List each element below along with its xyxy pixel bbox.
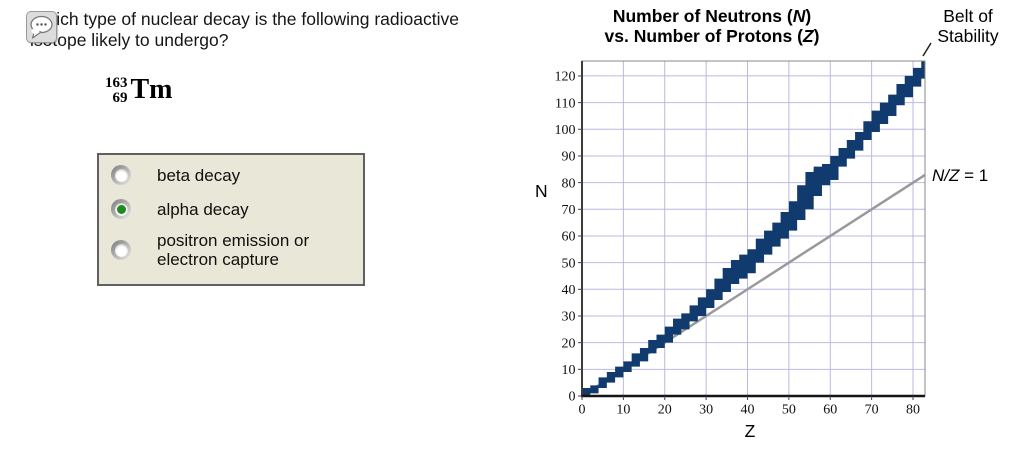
radio-button-beta-decay[interactable] bbox=[111, 165, 131, 185]
atomic-number: 69 bbox=[112, 90, 128, 106]
svg-text:50: 50 bbox=[562, 256, 576, 271]
svg-text:80: 80 bbox=[562, 176, 576, 191]
option-label[interactable]: positron emission or electron capture bbox=[157, 231, 309, 269]
radio-selected-dot bbox=[116, 204, 126, 214]
svg-text:120: 120 bbox=[555, 70, 576, 85]
isotope-numbers: 163 69 bbox=[105, 75, 128, 106]
radio-button-alpha-decay[interactable] bbox=[111, 199, 131, 219]
element-symbol: Tm bbox=[130, 74, 173, 105]
svg-text:10: 10 bbox=[616, 403, 630, 418]
speech-bubble-glyph bbox=[30, 15, 53, 39]
belt-of-stability-band bbox=[582, 61, 925, 396]
comment-bubble-icon[interactable] bbox=[26, 11, 57, 43]
svg-text:100: 100 bbox=[555, 123, 576, 138]
option-label[interactable]: alpha decay bbox=[157, 199, 249, 219]
answer-options-box: beta decay alpha decay positron emission… bbox=[97, 153, 365, 286]
svg-text:40: 40 bbox=[741, 403, 755, 418]
svg-text:60: 60 bbox=[562, 230, 576, 245]
radio-button-positron-emission[interactable] bbox=[111, 240, 131, 260]
svg-text:20: 20 bbox=[658, 403, 672, 418]
radio-inner bbox=[114, 243, 128, 257]
option-beta-decay[interactable]: beta decay bbox=[111, 165, 240, 185]
option-alpha-decay[interactable]: alpha decay bbox=[111, 199, 249, 219]
svg-text:0: 0 bbox=[579, 403, 586, 418]
option-label-line-2: electron capture bbox=[157, 250, 279, 269]
belt-label-pointer-line bbox=[922, 42, 932, 57]
mass-number: 163 bbox=[105, 75, 128, 91]
stability-chart: 0 10 20 30 40 50 60 70 80 0 10 20 30 40 50 60 70 80 90 100 1… bbox=[555, 42, 932, 418]
option-label-line-1: positron emission or bbox=[157, 231, 310, 250]
svg-text:110: 110 bbox=[555, 96, 575, 111]
svg-text:30: 30 bbox=[699, 403, 713, 418]
svg-text:30: 30 bbox=[562, 310, 576, 325]
svg-text:90: 90 bbox=[562, 150, 576, 165]
radio-inner bbox=[114, 168, 128, 182]
svg-text:70: 70 bbox=[865, 403, 879, 418]
isotope-notation: 163 69 Tm bbox=[105, 75, 173, 106]
svg-text:80: 80 bbox=[906, 403, 920, 418]
svg-text:40: 40 bbox=[562, 283, 576, 298]
svg-text:10: 10 bbox=[562, 363, 576, 378]
svg-text:50: 50 bbox=[782, 403, 796, 418]
svg-text:0: 0 bbox=[569, 390, 576, 405]
svg-text:60: 60 bbox=[823, 403, 837, 418]
svg-text:20: 20 bbox=[562, 336, 576, 351]
question-line-1: Which type of nuclear decay is the follo… bbox=[30, 9, 459, 29]
option-label[interactable]: beta decay bbox=[157, 165, 241, 185]
svg-text:70: 70 bbox=[562, 203, 576, 218]
question-text: Which type of nuclear decay is the follo… bbox=[30, 9, 550, 51]
option-positron-emission[interactable]: positron emission or electron capture bbox=[111, 231, 309, 269]
tick-labels: 0 10 20 30 40 50 60 70 80 0 10 20 30 40 50 60 70 80 90 100 1… bbox=[555, 70, 921, 418]
grid-lines bbox=[582, 61, 925, 396]
question-line-2: isotope likely to undergo? bbox=[30, 30, 229, 50]
